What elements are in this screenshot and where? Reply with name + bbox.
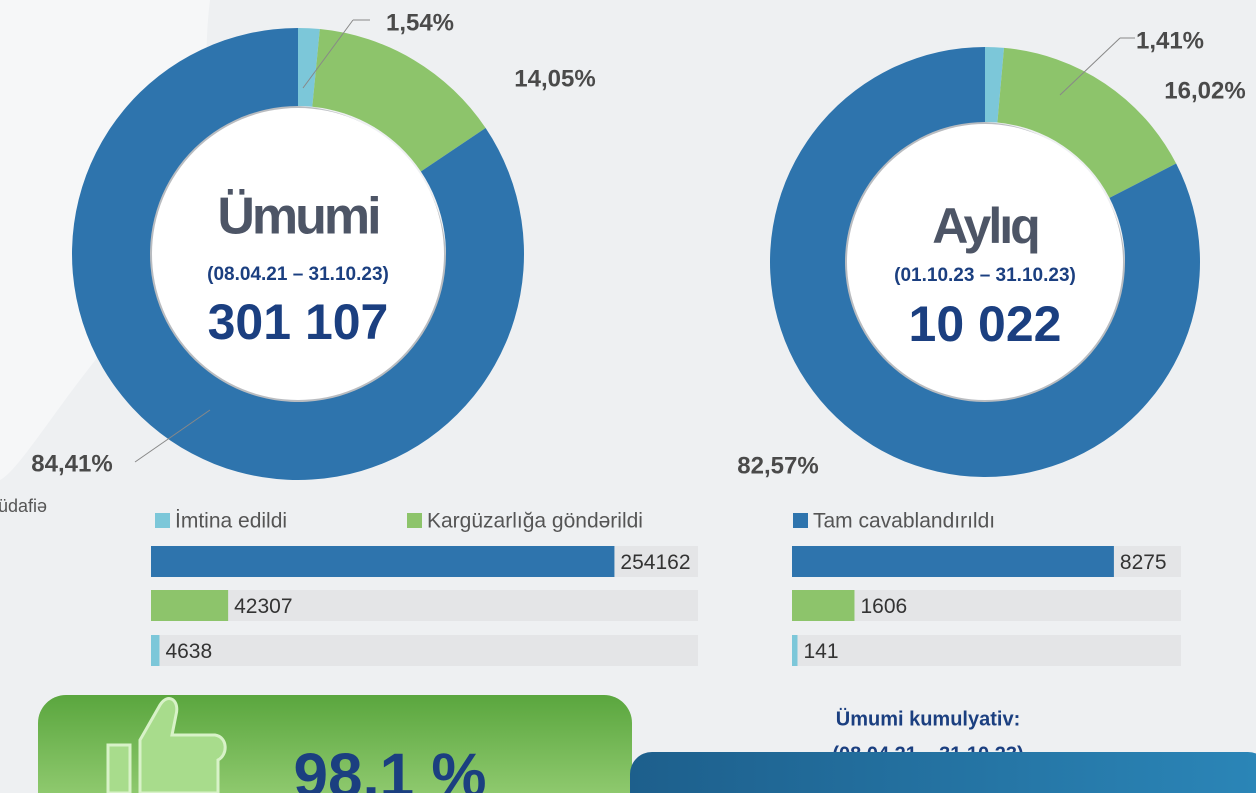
bar-value: 42307 xyxy=(234,595,292,618)
bar-track xyxy=(151,590,698,621)
leader-line xyxy=(302,19,354,89)
value-label: 16,02% xyxy=(1164,77,1245,104)
bar xyxy=(792,546,1114,577)
bar-track xyxy=(792,635,1181,666)
center-total: 301 107 xyxy=(208,294,389,350)
bar xyxy=(151,546,615,577)
bar-value: 141 xyxy=(803,640,838,663)
bar-value: 1606 xyxy=(860,595,907,618)
leader-line xyxy=(1059,37,1121,96)
donut-segment xyxy=(997,47,1177,198)
value-label: 84,41% xyxy=(31,450,112,477)
legend-label: Kargüzarlığa göndərildi xyxy=(427,510,643,533)
value-label: 14,05% xyxy=(514,65,595,92)
donut-hole xyxy=(152,108,444,400)
bar-value: 4638 xyxy=(165,640,212,663)
value-label: 1,41% xyxy=(1136,27,1204,54)
cumulative-title: Ümumi kumulyativ: xyxy=(836,707,1020,730)
legend-label: İmtina edildi xyxy=(175,510,287,533)
bar xyxy=(792,590,855,621)
donut-segment xyxy=(312,29,486,172)
donut-segment xyxy=(770,47,1200,477)
cumulative-panel xyxy=(630,752,1256,793)
center-title: Aylıq xyxy=(932,198,1038,254)
legend-swatch xyxy=(407,513,422,528)
legend-label: Tam cavablandırıldı xyxy=(813,510,995,533)
bar-value: 254162 xyxy=(620,551,690,574)
center-total: 10 022 xyxy=(909,296,1062,352)
value-label: 82,57% xyxy=(737,452,818,479)
bar xyxy=(792,635,798,666)
bar-track xyxy=(792,590,1181,621)
center-period: (08.04.21 – 31.10.23) xyxy=(207,264,389,285)
donut-hole xyxy=(847,124,1123,400)
value-label: 1,54% xyxy=(386,9,454,36)
leader-line xyxy=(134,409,211,463)
legend-swatch xyxy=(793,513,808,528)
bar xyxy=(151,590,229,621)
bar xyxy=(151,635,160,666)
donut-segment xyxy=(985,47,1005,123)
bar-value: 8275 xyxy=(1120,551,1167,574)
legend-swatch xyxy=(155,513,170,528)
center-period: (01.10.23 – 31.10.23) xyxy=(894,265,1076,286)
kpi-value: 98.1 % xyxy=(293,741,486,793)
bar-track xyxy=(151,635,698,666)
center-title: Ümumi xyxy=(217,188,378,246)
thumb-icon xyxy=(106,697,227,793)
side-text: üdafiə xyxy=(0,496,47,516)
donut-segment xyxy=(71,28,525,480)
